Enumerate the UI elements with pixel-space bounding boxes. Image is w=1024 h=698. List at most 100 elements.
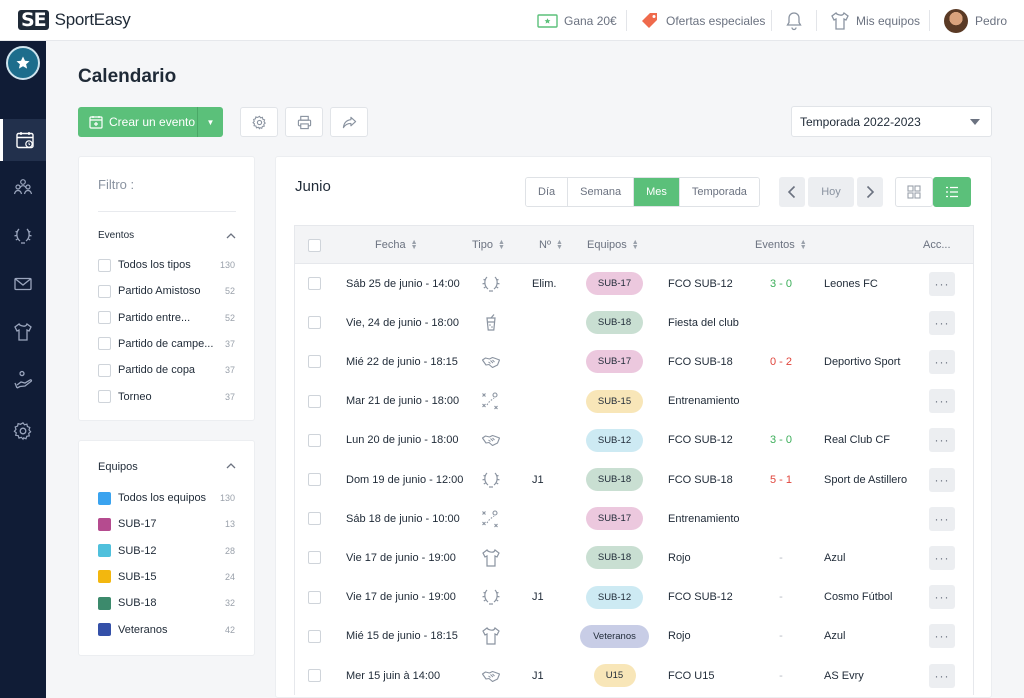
team-filter-item[interactable]: SUB-15 (98, 567, 235, 587)
table-row[interactable]: Mar 21 de junio - 18:00 SUB-15 Entrenamien… (295, 382, 973, 421)
filter-checkbox[interactable] (98, 337, 111, 351)
row-checkbox[interactable] (308, 473, 321, 486)
user-menu[interactable]: Pedro (944, 0, 1007, 41)
event-score: - (779, 630, 783, 643)
filter-item[interactable]: Partido de campe... (98, 334, 235, 354)
table-row[interactable]: Sáb 25 de junio - 14:00 Elim. SUB-17 FCO SU… (295, 264, 973, 303)
team-color-swatch[interactable] (98, 544, 111, 558)
list-view-button[interactable] (933, 177, 971, 207)
sidebar-item-messages[interactable] (0, 263, 46, 305)
row-actions-button[interactable]: ··· (929, 271, 955, 296)
row-checkbox-cell (308, 499, 321, 538)
filter-item[interactable]: Partido entre... (98, 308, 235, 328)
team-color-swatch[interactable] (98, 491, 111, 505)
filter-checkbox[interactable] (98, 284, 111, 298)
sidebar-item-calendar[interactable] (0, 119, 46, 161)
row-actions-button[interactable]: ··· (929, 585, 955, 610)
my-teams-link[interactable]: Mis equipos (830, 0, 920, 41)
sidebar-item-settings[interactable] (0, 410, 46, 452)
create-event-dropdown[interactable]: ▼ (206, 117, 215, 127)
select-all-checkbox[interactable] (308, 226, 321, 264)
table-row[interactable]: Sáb 18 de junio - 10:00 SUB-17 Entrenamien… (295, 499, 973, 538)
row-checkbox[interactable] (308, 277, 321, 290)
team-filter-item[interactable]: Veteranos (98, 620, 235, 640)
row-checkbox[interactable] (308, 433, 321, 447)
grid-view-button[interactable] (895, 177, 933, 207)
row-actions-button[interactable]: ··· (929, 349, 955, 374)
row-actions-button[interactable]: ··· (929, 545, 955, 570)
next-button[interactable] (857, 177, 883, 207)
table-row[interactable]: Lun 20 de junio - 18:00 SUB-12 FCO SUB-12 3… (295, 421, 973, 460)
row-actions-button[interactable]: ··· (929, 663, 955, 688)
row-checkbox[interactable] (308, 355, 321, 369)
table-row[interactable]: Vie 17 de junio - 19:00 J1 SUB-12 FCO SUB-1… (295, 578, 973, 617)
row-checkbox[interactable] (308, 316, 321, 330)
team-filter-item[interactable]: SUB-12 (98, 541, 235, 561)
filter-checkbox[interactable] (98, 363, 111, 377)
col-num[interactable]: Nº ▲ ▼ (539, 226, 563, 264)
chevron-up-icon[interactable] (226, 461, 236, 471)
sidebar-item-store[interactable] (0, 311, 46, 353)
team-color-swatch[interactable] (98, 570, 111, 584)
team-cell: SUB-17 (577, 342, 652, 381)
filter-item[interactable]: Todos los tipos (98, 255, 235, 275)
filter-item[interactable]: Partido Amistoso (98, 281, 235, 301)
sporteasy-logo[interactable]: SE SportEasy (18, 10, 131, 30)
col-equipos[interactable]: Equipos ▲ ▼ (587, 226, 639, 264)
club-badge[interactable] (6, 46, 40, 80)
share-button[interactable] (330, 107, 368, 137)
create-event-button[interactable]: Crear un evento ▼ (78, 107, 223, 137)
sidebar-item-sponsors[interactable] (0, 359, 46, 401)
table-row[interactable]: Mer 15 juin à 14:00 J1 U15 FCO U15 - AS Evry ·… (295, 656, 973, 695)
filter-checkbox[interactable] (98, 258, 111, 272)
col-eventos[interactable]: Eventos ▲ ▼ (755, 226, 807, 264)
sidebar-item-members[interactable] (0, 166, 46, 208)
row-actions-button[interactable]: ··· (929, 428, 955, 453)
table-row[interactable]: Vie 17 de junio - 19:00 SUB-18 Rojo - Azul ··… (295, 538, 973, 577)
tab-week[interactable]: Semana (568, 178, 635, 206)
row-actions-button[interactable]: ··· (929, 467, 955, 492)
filter-checkbox[interactable] (98, 311, 111, 325)
tab-season[interactable]: Temporada (679, 178, 759, 206)
row-checkbox[interactable] (308, 590, 321, 604)
calendar-icon (15, 132, 34, 149)
table-row[interactable]: Dom 19 de junio - 12:00 J1 SUB-18 FCO SUB-1… (295, 460, 973, 499)
row-actions-button[interactable]: ··· (929, 624, 955, 649)
team-color-swatch[interactable] (98, 517, 111, 531)
chevron-up-icon[interactable] (226, 231, 236, 241)
team-filter-item[interactable]: SUB-17 (98, 514, 235, 534)
notifications-button[interactable] (785, 0, 803, 41)
table-row[interactable]: Mié 15 de junio - 18:15 Veteranos Rojo - Azu… (295, 617, 973, 656)
tab-month[interactable]: Mes (634, 178, 680, 206)
col-fecha[interactable]: Fecha ▲ ▼ (375, 226, 418, 264)
prev-button[interactable] (779, 177, 805, 207)
row-checkbox[interactable] (308, 629, 321, 643)
today-button[interactable]: Hoy (808, 177, 854, 207)
row-actions-button[interactable]: ··· (929, 310, 955, 335)
table-row[interactable]: Vie, 24 de junio - 18:00 SUB-18 Fiesta del… (295, 303, 973, 342)
row-checkbox[interactable] (308, 512, 321, 526)
filter-item[interactable]: Partido de copa (98, 360, 235, 380)
row-actions-button[interactable]: ··· (929, 389, 955, 414)
filter-checkbox[interactable] (98, 390, 111, 403)
season-select[interactable]: Temporada 2022-2023 (791, 106, 992, 137)
col-tipo[interactable]: Tipo ▲ ▼ (472, 226, 505, 264)
team-color-swatch[interactable] (98, 623, 111, 636)
row-actions-button[interactable]: ··· (929, 506, 955, 531)
team-filter-item[interactable]: Todos los equipos (98, 488, 235, 508)
table-row[interactable]: Mié 22 de junio - 18:15 SUB-17 FCO SUB-18 0… (295, 342, 973, 381)
team-filter-item[interactable]: SUB-18 (98, 593, 235, 613)
sidebar-item-competitions[interactable] (0, 215, 46, 257)
row-checkbox[interactable] (308, 551, 321, 565)
create-event-main[interactable]: Crear un evento (78, 107, 198, 137)
row-checkbox[interactable] (308, 394, 321, 408)
tab-day[interactable]: Día (526, 178, 569, 206)
row-checkbox[interactable] (308, 669, 321, 682)
filter-item[interactable]: Torneo (98, 387, 235, 407)
print-button[interactable] (285, 107, 323, 137)
earn-link[interactable]: Gana 20€ (537, 0, 617, 41)
offers-link[interactable]: Ofertas especiales (640, 0, 765, 41)
settings-button[interactable] (240, 107, 278, 137)
team-color-swatch[interactable] (98, 596, 111, 610)
trophy-icon (481, 274, 501, 294)
